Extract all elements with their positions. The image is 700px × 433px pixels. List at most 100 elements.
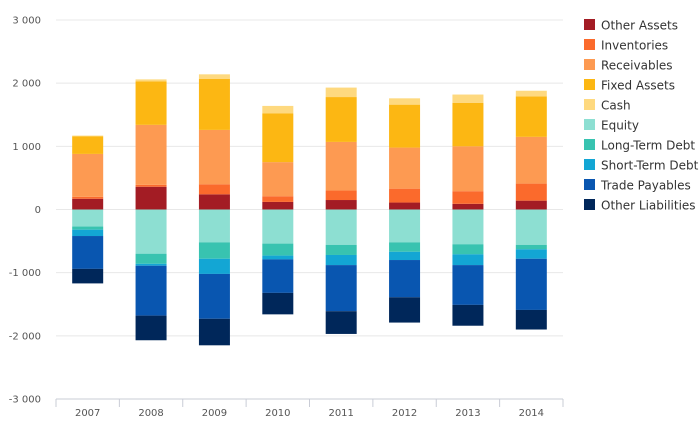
bar-segment[interactable] bbox=[325, 97, 357, 142]
bar-segment[interactable] bbox=[325, 87, 357, 98]
legend-item[interactable]: Inventories bbox=[584, 39, 668, 53]
bar-segment[interactable] bbox=[262, 255, 294, 260]
bar-segment[interactable] bbox=[198, 74, 230, 79]
bar-segment[interactable] bbox=[389, 251, 421, 261]
bar-segment[interactable] bbox=[452, 244, 484, 255]
bar-segment[interactable] bbox=[135, 124, 167, 185]
bar-segment[interactable] bbox=[452, 191, 484, 204]
bar-segment[interactable] bbox=[515, 200, 547, 210]
bar-segment[interactable] bbox=[325, 200, 357, 210]
legend-item[interactable]: Other Liabilities bbox=[584, 199, 696, 213]
bar-segment[interactable] bbox=[135, 186, 167, 210]
legend-label: Other Liabilities bbox=[601, 199, 696, 213]
bar-segment[interactable] bbox=[389, 202, 421, 210]
bar-segment[interactable] bbox=[389, 98, 421, 105]
bar-segment[interactable] bbox=[262, 196, 294, 202]
bar-segment[interactable] bbox=[325, 254, 357, 266]
bar-segment[interactable] bbox=[198, 258, 230, 274]
bar-segment[interactable] bbox=[135, 265, 167, 316]
bar-segment[interactable] bbox=[389, 297, 421, 323]
bar-segment[interactable] bbox=[515, 244, 547, 250]
bar-segment[interactable] bbox=[198, 273, 230, 319]
bar-segment[interactable] bbox=[198, 242, 230, 259]
legend-item[interactable]: Cash bbox=[584, 99, 631, 113]
bar-segment[interactable] bbox=[198, 318, 230, 346]
bar-segment[interactable] bbox=[135, 81, 167, 125]
bar-segment[interactable] bbox=[325, 141, 357, 191]
bar-segment[interactable] bbox=[325, 311, 357, 334]
bar-segment[interactable] bbox=[72, 268, 104, 284]
legend-label: Cash bbox=[601, 99, 631, 113]
legend-item[interactable]: Equity bbox=[584, 119, 639, 133]
bar-segment[interactable] bbox=[515, 249, 547, 259]
bar-segment[interactable] bbox=[515, 136, 547, 184]
bar-segment[interactable] bbox=[262, 259, 294, 293]
bar-segment[interactable] bbox=[515, 258, 547, 310]
bar-segment[interactable] bbox=[262, 162, 294, 197]
legend-item[interactable]: Short-Term Debt bbox=[584, 159, 699, 173]
bar-segment[interactable] bbox=[452, 146, 484, 192]
legend-swatch bbox=[584, 139, 595, 150]
bar-segment[interactable] bbox=[389, 147, 421, 189]
bar-segment[interactable] bbox=[325, 265, 357, 312]
bar-segment[interactable] bbox=[72, 136, 104, 154]
bar-segment[interactable] bbox=[72, 196, 104, 199]
bar-segment[interactable] bbox=[389, 188, 421, 203]
bar-segment[interactable] bbox=[452, 102, 484, 147]
legend-item[interactable]: Receivables bbox=[584, 59, 673, 73]
bar-segment[interactable] bbox=[135, 79, 167, 82]
bar-segment[interactable] bbox=[198, 209, 230, 243]
bar-segment[interactable] bbox=[262, 113, 294, 163]
bar-segment[interactable] bbox=[262, 292, 294, 315]
bar-segment[interactable] bbox=[72, 229, 104, 237]
bar-segment[interactable] bbox=[198, 78, 230, 130]
bar-segment[interactable] bbox=[72, 153, 104, 197]
legend-swatch bbox=[584, 19, 595, 30]
bar-segment[interactable] bbox=[515, 209, 547, 245]
bar-segment[interactable] bbox=[262, 105, 294, 114]
x-tick-label: 2011 bbox=[328, 408, 353, 419]
bar-segment[interactable] bbox=[72, 135, 104, 137]
legend-item[interactable]: Long-Term Debt bbox=[584, 139, 695, 153]
bar-segment[interactable] bbox=[135, 263, 167, 266]
bar-segment[interactable] bbox=[262, 209, 294, 244]
bars bbox=[72, 74, 547, 346]
bar-segment[interactable] bbox=[198, 194, 230, 210]
y-axis-tick-labels: 3 000 2 000 1 000 0 -1 000 -2 000 -3 000 bbox=[9, 16, 41, 406]
bar-segment[interactable] bbox=[262, 201, 294, 210]
bar-segment[interactable] bbox=[452, 209, 484, 245]
bar-segment[interactable] bbox=[452, 304, 484, 326]
bar-segment[interactable] bbox=[72, 226, 104, 230]
bar-segment[interactable] bbox=[389, 104, 421, 148]
bar-segment[interactable] bbox=[135, 184, 167, 187]
bar-segment[interactable] bbox=[389, 209, 421, 243]
bar-segment[interactable] bbox=[452, 203, 484, 210]
bar-segment[interactable] bbox=[389, 260, 421, 298]
bar-segment[interactable] bbox=[135, 253, 167, 264]
bar-segment[interactable] bbox=[135, 315, 167, 341]
legend-item[interactable]: Trade Payables bbox=[584, 179, 691, 193]
legend-item[interactable]: Other Assets bbox=[584, 19, 678, 33]
bar-segment[interactable] bbox=[452, 254, 484, 266]
bar-segment[interactable] bbox=[389, 242, 421, 252]
bar-segment[interactable] bbox=[72, 209, 104, 227]
bar-segment[interactable] bbox=[262, 243, 294, 256]
bar-segment[interactable] bbox=[515, 309, 547, 330]
bar-segment[interactable] bbox=[325, 209, 357, 245]
bar-segment[interactable] bbox=[198, 129, 230, 185]
legend-label: Long-Term Debt bbox=[601, 139, 695, 153]
legend-item[interactable]: Fixed Assets bbox=[584, 79, 675, 93]
bar-segment[interactable] bbox=[515, 90, 547, 97]
legend-swatch bbox=[584, 119, 595, 130]
bar-segment[interactable] bbox=[198, 184, 230, 195]
bar-segment[interactable] bbox=[452, 94, 484, 103]
bar-segment[interactable] bbox=[515, 96, 547, 137]
bar-segment[interactable] bbox=[452, 265, 484, 305]
bar-segment[interactable] bbox=[72, 198, 104, 210]
legend-label: Trade Payables bbox=[600, 179, 691, 193]
bar-segment[interactable] bbox=[72, 236, 104, 269]
bar-segment[interactable] bbox=[135, 209, 167, 254]
bar-segment[interactable] bbox=[325, 190, 357, 201]
bar-segment[interactable] bbox=[515, 183, 547, 201]
bar-segment[interactable] bbox=[325, 244, 357, 255]
